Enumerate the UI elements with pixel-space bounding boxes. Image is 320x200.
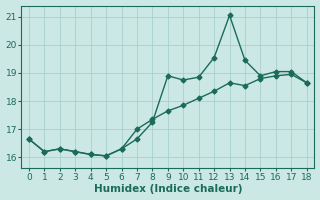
X-axis label: Humidex (Indice chaleur): Humidex (Indice chaleur) [93, 184, 242, 194]
